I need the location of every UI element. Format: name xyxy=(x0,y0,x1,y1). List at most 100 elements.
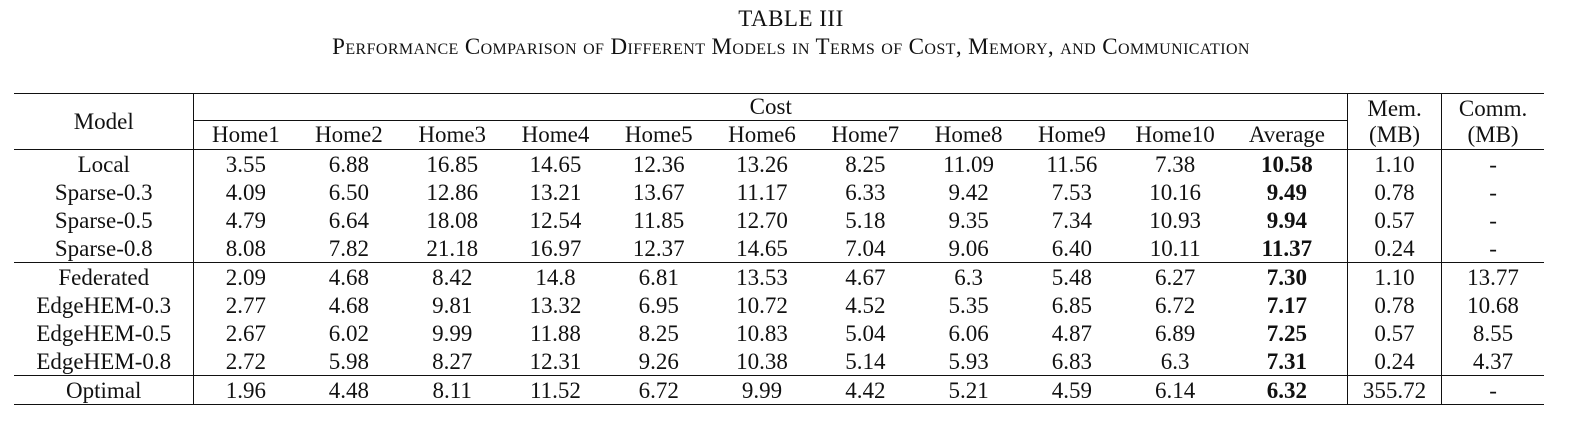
cost-cell: 8.27 xyxy=(432,348,473,374)
communication-cell: - xyxy=(1489,151,1497,177)
average-cost-cell: 7.25 xyxy=(1226,319,1349,347)
communication-cell: - xyxy=(1489,179,1497,205)
performance-table: Model Cost Mem. (MB) Comm. (MB) Home1 Hom… xyxy=(14,93,1544,405)
cost-cell: 6.50 xyxy=(328,179,370,205)
average-cost-cell: 10.58 xyxy=(1226,149,1349,178)
table-row: Sparse-0.8 8.08 7.82 21.18 16.97 12.37 14.65 7.… xyxy=(14,234,1544,263)
cost-cell: 4.68 xyxy=(328,292,370,318)
cost-cell: 8.25 xyxy=(638,320,679,346)
cost-cell: 4.59 xyxy=(1020,375,1124,405)
cost-cell: 6.06 xyxy=(948,320,989,346)
table-row: Federated 2.09 4.68 8.42 14.8 6.81 13.53 4.67 6.… xyxy=(14,262,1544,291)
cost-cell: 12.86 xyxy=(426,179,479,205)
cost-cell: 12.36 xyxy=(632,151,685,177)
memory-cell: 1.10 xyxy=(1347,262,1443,291)
cost-cell: 2.67 xyxy=(225,320,266,346)
cost-cell: 5.98 xyxy=(328,348,370,374)
average-cost-cell: 11.37 xyxy=(1226,234,1349,263)
cost-cell: 8.25 xyxy=(845,151,886,177)
cost-cell: 11.52 xyxy=(503,375,608,405)
cost-cell: 4.67 xyxy=(813,262,917,291)
cost-cell: 13.67 xyxy=(632,179,685,205)
model-name-cell: EdgeHEM-0.8 xyxy=(14,347,195,376)
cost-cell: 4.68 xyxy=(297,262,401,291)
model-name-cell: Local xyxy=(14,149,195,178)
cost-cell: 5.04 xyxy=(845,320,886,346)
memory-cell: 0.24 xyxy=(1347,347,1443,376)
cost-column-header: Home7 xyxy=(813,120,917,150)
cost-cell: 6.89 xyxy=(1155,320,1196,346)
cost-column-header: Home2 xyxy=(297,120,401,150)
cost-cell: 12.70 xyxy=(736,207,788,233)
cost-column-header: Home9 xyxy=(1020,120,1124,150)
cost-cell: 12.54 xyxy=(529,207,582,233)
average-cost-cell: 7.30 xyxy=(1226,262,1349,291)
cost-cell: 6.72 xyxy=(1155,292,1196,318)
cost-cell: 5.93 xyxy=(948,348,989,374)
cost-cell: 2.77 xyxy=(225,292,266,318)
cost-cell: 4.52 xyxy=(845,292,886,318)
cost-cell: 6.33 xyxy=(845,179,886,205)
average-cost-cell: 7.17 xyxy=(1226,291,1349,319)
cost-column-header: Home8 xyxy=(916,120,1021,150)
cost-cell: 13.21 xyxy=(529,179,582,205)
cost-column-header: Home10 xyxy=(1123,120,1227,150)
memory-cell: 0.57 xyxy=(1347,319,1443,347)
table-row: Sparse-0.3 4.09 6.50 12.86 13.21 13.67 11.17 6.… xyxy=(14,178,1544,206)
cost-cell: 11.09 xyxy=(943,151,995,177)
cost-cell: 10.83 xyxy=(736,320,788,346)
cost-cell: 1.96 xyxy=(193,375,298,405)
communication-header: Comm. (MB) xyxy=(1441,93,1544,150)
cost-cell: 6.3 xyxy=(916,262,1021,291)
cost-cell: 21.18 xyxy=(426,235,479,261)
cost-cell: 8.11 xyxy=(400,375,504,405)
cost-cell: 6.14 xyxy=(1123,375,1227,405)
cost-cell: 11.56 xyxy=(1046,151,1098,177)
cost-cell: 11.17 xyxy=(736,179,788,205)
cost-cell: 4.09 xyxy=(225,179,266,205)
cost-cell: 4.42 xyxy=(813,375,917,405)
cost-column-header: Home5 xyxy=(607,120,711,150)
memory-header: Mem. (MB) xyxy=(1347,93,1443,150)
communication-cell: 10.68 xyxy=(1467,292,1519,318)
communication-cell: - xyxy=(1441,375,1544,405)
average-cost-cell: 7.31 xyxy=(1226,347,1349,376)
cost-cell: 10.93 xyxy=(1149,207,1202,233)
table-row: EdgeHEM-0.8 2.72 5.98 8.27 12.31 9.26 10.38 5.1… xyxy=(14,347,1544,376)
average-cost-cell: 9.94 xyxy=(1226,206,1349,234)
communication-header-line1: Comm. xyxy=(1458,95,1528,121)
cost-cell: 6.81 xyxy=(607,262,711,291)
cost-cell: 9.35 xyxy=(948,207,989,233)
cost-column-header: Average xyxy=(1226,120,1349,150)
cost-cell: 6.40 xyxy=(1051,235,1092,261)
memory-cell: 0.24 xyxy=(1347,234,1443,263)
cost-cell: 4.87 xyxy=(1051,320,1092,346)
cost-cell: 11.85 xyxy=(633,207,685,233)
model-name-cell: Optimal xyxy=(14,375,195,405)
cost-cell: 6.95 xyxy=(638,292,679,318)
cost-cell: 7.82 xyxy=(328,235,370,261)
cost-cell: 14.8 xyxy=(503,262,608,291)
cost-column-header: Home3 xyxy=(400,120,504,150)
memory-cell: 0.57 xyxy=(1347,206,1443,234)
cost-cell: 6.85 xyxy=(1051,292,1092,318)
memory-header-line1: Mem. xyxy=(1367,95,1422,121)
cost-cell: 12.31 xyxy=(529,348,582,374)
model-name-cell: Sparse-0.8 xyxy=(14,234,195,263)
table-title: Performance Comparison of Different Mode… xyxy=(332,34,1250,59)
cost-cell: 2.72 xyxy=(225,348,266,374)
table-row: Sparse-0.5 4.79 6.64 18.08 12.54 11.85 12.70 5.… xyxy=(14,206,1544,234)
cost-cell: 8.42 xyxy=(400,262,504,291)
cost-cell: 10.11 xyxy=(1149,235,1201,261)
cost-cell: 13.53 xyxy=(710,262,814,291)
cost-cell: 14.65 xyxy=(529,151,582,177)
cost-cell: 4.79 xyxy=(225,207,266,233)
cost-cell: 6.72 xyxy=(607,375,711,405)
model-name-cell: Sparse-0.5 xyxy=(14,206,195,234)
cost-cell: 7.53 xyxy=(1051,179,1092,205)
communication-cell: - xyxy=(1489,207,1497,233)
cost-cell: 7.34 xyxy=(1051,207,1092,233)
cost-column-header: Home6 xyxy=(710,120,814,150)
table-row: EdgeHEM-0.5 2.67 6.02 9.99 11.88 8.25 10.83 5.0… xyxy=(14,319,1544,347)
